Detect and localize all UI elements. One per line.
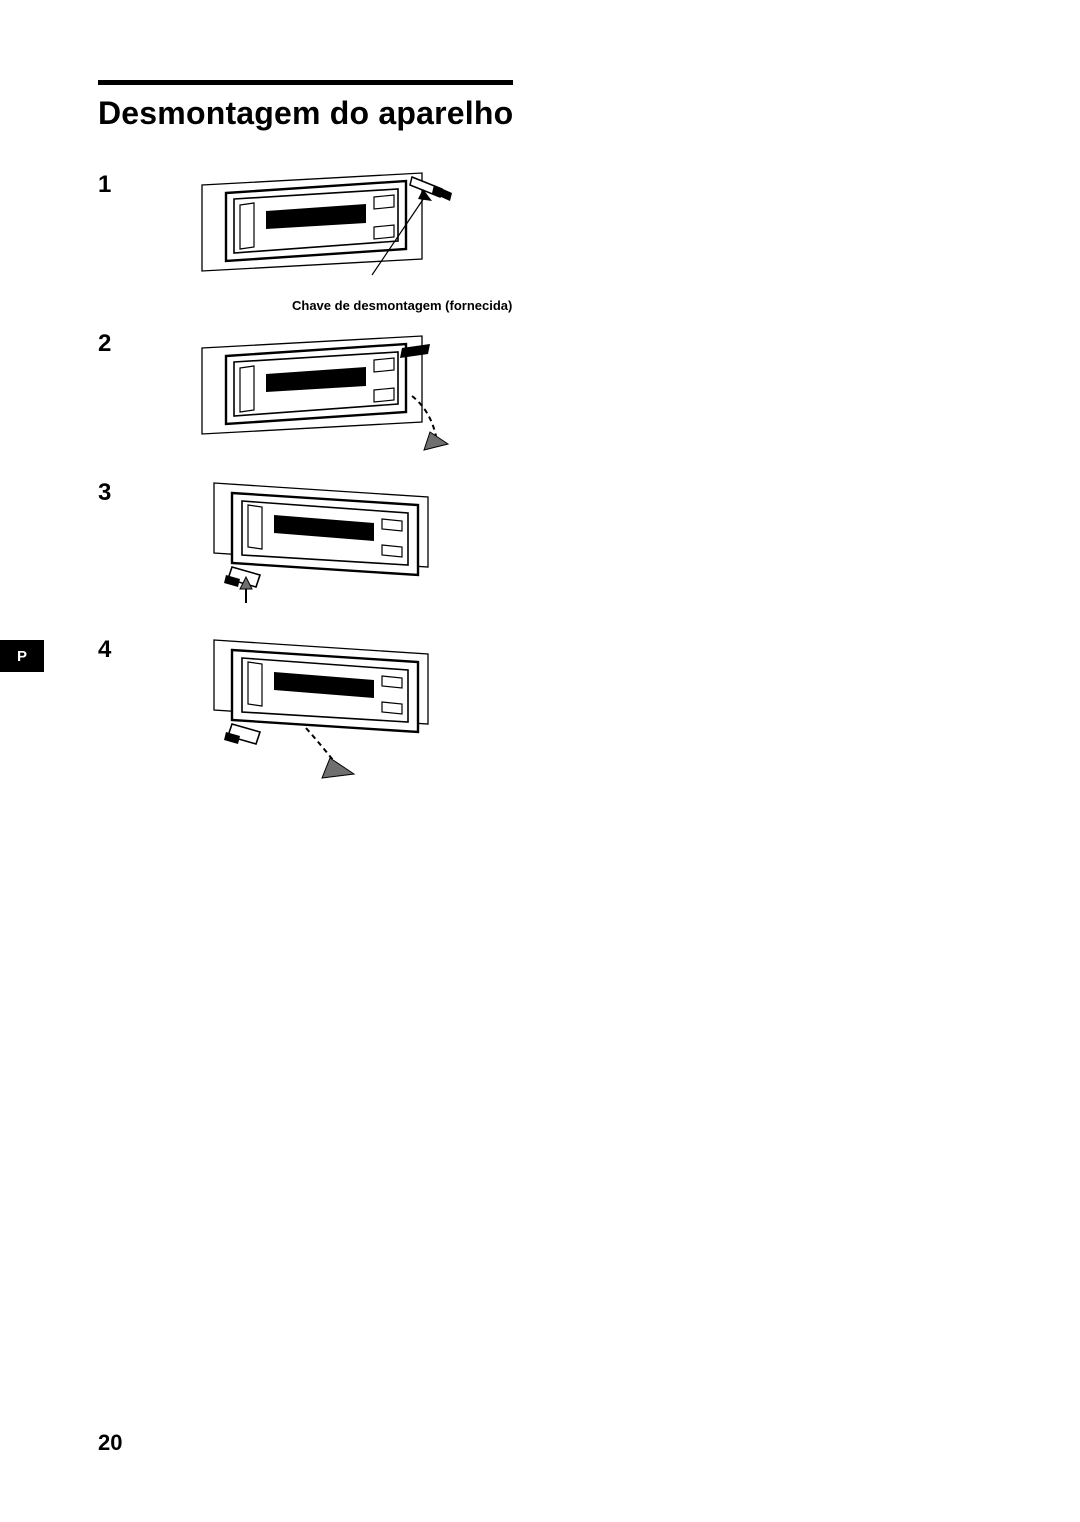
section-title: Desmontagem do aparelho <box>98 95 980 133</box>
dismount-step4-icon <box>196 632 456 782</box>
manual-page: Desmontagem do aparelho 1 <box>0 0 1080 1522</box>
section-rule <box>98 80 513 85</box>
step-2: 2 <box>98 326 513 463</box>
step-1: 1 <box>98 167 513 315</box>
step-number: 2 <box>98 326 118 358</box>
steps-list: 1 <box>98 167 513 788</box>
figure-wrap <box>196 475 456 620</box>
step-number: 1 <box>98 167 118 199</box>
figure-caption: Chave de desmontagem (fornecida) <box>292 298 512 315</box>
step-number: 4 <box>98 632 118 664</box>
page-number: 20 <box>98 1430 122 1456</box>
figure-wrap <box>196 632 456 787</box>
dismount-step1-icon <box>196 167 456 287</box>
step-number: 3 <box>98 475 118 507</box>
step-4: 4 <box>98 632 513 787</box>
figure-wrap: Chave de desmontagem (fornecida) <box>196 167 512 315</box>
language-badge: P <box>0 640 44 672</box>
dismount-step2-icon <box>196 326 456 458</box>
step-3: 3 <box>98 475 513 620</box>
figure-wrap <box>196 326 456 463</box>
dismount-step3-icon <box>196 475 456 615</box>
